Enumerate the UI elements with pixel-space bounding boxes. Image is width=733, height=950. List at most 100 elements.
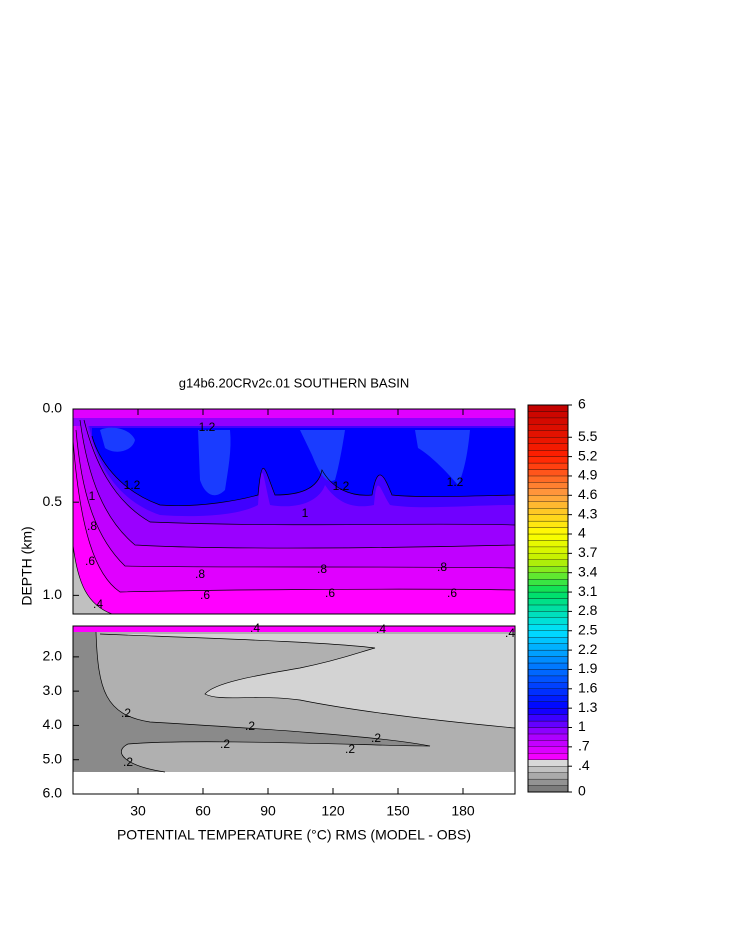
colorbar-segment <box>527 727 569 735</box>
colorbar-tick-label: 5.2 <box>578 447 598 463</box>
colorbar-segment <box>527 443 569 451</box>
colorbar-segment <box>527 701 569 709</box>
x-tick-label: 150 <box>386 803 410 819</box>
y-tick-label: 6.0 <box>43 785 63 801</box>
colorbar-segment <box>527 682 569 689</box>
colorbar-tick-label: 3.7 <box>578 544 598 560</box>
colorbar-segment <box>527 695 569 702</box>
contour-label: .2 <box>371 731 381 745</box>
contour-label: 1.2 <box>199 420 216 434</box>
contour-label: .4 <box>250 621 260 635</box>
colorbar-segment <box>527 520 569 528</box>
colorbar-segment <box>527 708 569 715</box>
contour-label: .4 <box>93 597 103 611</box>
contour-label: 1 <box>89 489 96 503</box>
x-tick-label: 30 <box>130 803 146 819</box>
colorbar-segment <box>527 559 569 567</box>
colorbar-segment <box>527 449 569 457</box>
y-tick-label: 2.0 <box>43 648 63 664</box>
colorbar-segment <box>527 675 569 683</box>
colorbar-segment <box>527 572 569 580</box>
colorbar-segment <box>527 475 569 483</box>
colorbar-segment <box>527 630 569 638</box>
contour-label: .2 <box>220 737 230 751</box>
y-axis-label: DEPTH (km) <box>19 526 35 605</box>
colorbar-segment <box>527 637 569 644</box>
y-tick-label: 4.0 <box>43 716 63 732</box>
colorbar-segment <box>527 488 569 496</box>
contour-label: .2 <box>345 742 355 756</box>
colorbar-segment <box>527 766 569 773</box>
colorbar-tick-label: 2.8 <box>578 602 598 618</box>
colorbar-segment <box>527 746 569 754</box>
y-tick-label: 0.5 <box>43 493 63 509</box>
contour-label: .8 <box>317 562 327 576</box>
colorbar-tick-label: 4.9 <box>578 467 598 483</box>
contour-label: .2 <box>245 719 255 733</box>
colorbar-tick-label: 4.6 <box>578 486 598 502</box>
colorbar-segment <box>527 540 569 548</box>
colorbar-segment <box>527 591 569 599</box>
colorbar-tick-label: 0 <box>578 783 586 799</box>
colorbar-segment <box>527 546 569 554</box>
colorbar-tick-label: 1 <box>578 718 586 734</box>
contour-label: 1 <box>302 506 309 520</box>
colorbar-tick-label: 2.2 <box>578 641 598 657</box>
colorbar-segment <box>527 456 569 464</box>
contour-label: .2 <box>123 755 133 769</box>
colorbar-segment <box>527 720 569 728</box>
upper-contours <box>72 409 516 615</box>
contour-label: .6 <box>325 586 335 600</box>
contour-label: .8 <box>87 519 97 533</box>
lower-contours <box>73 626 516 794</box>
contour-label: .4 <box>376 622 386 636</box>
colorbar-segment <box>527 598 569 606</box>
contour-label: .6 <box>200 588 210 602</box>
colorbar-segment <box>527 669 569 677</box>
colorbar-segment <box>527 759 569 767</box>
colorbar-segment <box>527 527 569 535</box>
colorbar-segment <box>527 778 569 786</box>
colorbar-segment <box>527 462 569 470</box>
colorbar-segment <box>527 404 569 412</box>
colorbar-segment <box>527 508 569 515</box>
colorbar-tick-label: .7 <box>578 738 590 754</box>
colorbar-segment <box>527 566 569 573</box>
colorbar-segment <box>527 785 569 793</box>
colorbar-segment <box>527 430 569 438</box>
y-tick-label: 1.0 <box>43 586 63 602</box>
chart-title: g14b6.20CRv2c.01 SOUTHERN BASIN <box>179 375 409 390</box>
colorbar-segment <box>527 617 569 625</box>
colorbar-segment <box>527 553 569 560</box>
colorbar-segment <box>527 624 569 631</box>
x-axis-label: POTENTIAL TEMPERATURE (°C) RMS (MODEL - … <box>117 827 471 843</box>
lower-frame <box>72 625 516 795</box>
colorbar-segment <box>527 482 569 489</box>
colorbar-tick-label: .4 <box>578 757 590 773</box>
colorbar-frame <box>527 404 569 793</box>
colorbar-segment <box>527 649 569 657</box>
y-tick-label: 3.0 <box>43 682 63 698</box>
colorbar-tick-label: 6 <box>578 396 586 412</box>
colorbar-segment <box>527 424 569 431</box>
contour-label: 1.2 <box>447 475 464 489</box>
colorbar-segment <box>527 733 569 741</box>
colorbar-tick-label: 2.5 <box>578 621 598 637</box>
colorbar-tick-label: 3.4 <box>578 563 598 579</box>
colorbar-tick-label: 4 <box>578 525 586 541</box>
colorbar-segment <box>527 585 569 593</box>
colorbar-tick-label: 1.6 <box>578 680 598 696</box>
colorbar-segment <box>527 417 569 425</box>
colorbar-segment <box>527 688 569 696</box>
colorbar-segment <box>527 514 569 522</box>
colorbar-tick-label: 1.3 <box>578 699 598 715</box>
x-tick-label: 60 <box>195 803 211 819</box>
contour-label: .2 <box>121 706 131 720</box>
colorbar-tick-label: 4.3 <box>578 505 598 521</box>
contour-label: .4 <box>505 626 515 640</box>
x-tick-label: 90 <box>260 803 276 819</box>
colorbar-tick-label: 5.5 <box>578 428 598 444</box>
x-tick-label: 180 <box>451 803 475 819</box>
